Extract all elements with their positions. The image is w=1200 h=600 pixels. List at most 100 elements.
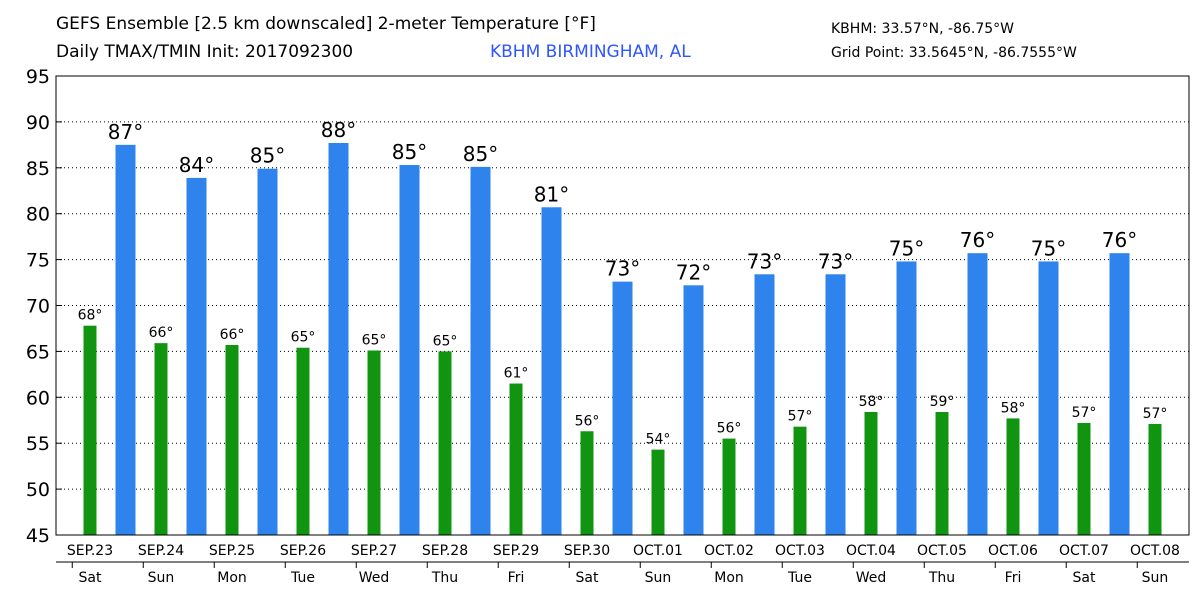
x-weekday-label: Fri — [508, 570, 525, 586]
x-weekday-label: Thu — [431, 570, 458, 586]
tmin-bar — [509, 383, 523, 535]
tmin-bar — [935, 411, 949, 535]
x-date-label: OCT.01 — [633, 543, 683, 559]
x-date-label: OCT.08 — [1130, 543, 1180, 559]
tmin-value-label: 61° — [504, 366, 529, 382]
tmax-bar — [115, 144, 136, 535]
x-weekday-label: Sat — [1073, 570, 1096, 586]
x-date-label: SEP.29 — [493, 543, 539, 559]
tmax-bar — [896, 261, 917, 535]
y-tick-label: 45 — [26, 525, 50, 547]
tmax-bar — [1038, 261, 1059, 535]
tmin-bar — [793, 426, 807, 535]
x-weekday-label: Mon — [217, 570, 247, 586]
tmax-value-label: 85° — [250, 144, 285, 168]
tmax-value-label: 85° — [392, 140, 427, 164]
tmin-value-label: 58° — [1001, 400, 1026, 416]
tmin-bar — [651, 449, 665, 535]
tmax-value-label: 72° — [676, 260, 711, 284]
x-date-label: SEP.23 — [67, 543, 113, 559]
tmin-value-label: 65° — [291, 330, 316, 346]
axis-layer: 45 50 55 60 65 70 75 80 85 90 95 SEP.23 Sat SEP.24 Sun… — [26, 66, 1189, 586]
tmax-bar — [470, 166, 491, 535]
x-date-label: OCT.07 — [1059, 543, 1109, 559]
chart-subtitle: Daily TMAX/TMIN Init: 2017092300 — [56, 42, 354, 62]
tmin-bar — [722, 438, 736, 535]
grid-point-coordinates: Grid Point: 33.5645°N, -86.7555°W — [831, 45, 1077, 61]
tmax-bar — [541, 207, 562, 536]
tmax-value-label: 73° — [605, 257, 640, 281]
tmax-bar — [825, 274, 846, 535]
tmax-value-label: 76° — [1102, 228, 1137, 252]
x-weekday-label: Mon — [714, 570, 744, 586]
tmin-value-label: 54° — [646, 432, 671, 448]
y-tick-label: 80 — [26, 204, 50, 226]
tmin-value-label: 58° — [859, 394, 884, 410]
x-weekday-label: Wed — [359, 570, 390, 586]
x-date-label: SEP.26 — [280, 543, 326, 559]
tmin-bar — [154, 343, 168, 535]
x-date-label: SEP.30 — [564, 543, 610, 559]
x-weekday-label: Sun — [148, 570, 175, 586]
tmin-bar — [83, 325, 97, 535]
x-date-label: OCT.03 — [775, 543, 825, 559]
tmin-value-label: 57° — [1072, 405, 1097, 421]
x-weekday-label: Sat — [576, 570, 599, 586]
x-date-label: OCT.05 — [917, 543, 967, 559]
y-tick-label: 55 — [26, 433, 50, 455]
tmin-value-label: 65° — [433, 333, 458, 349]
tmin-value-label: 56° — [575, 413, 600, 429]
x-date-label: OCT.06 — [988, 543, 1038, 559]
tmax-bar — [754, 274, 775, 535]
tmax-value-label: 87° — [108, 120, 143, 144]
tmax-value-label: 75° — [889, 236, 924, 260]
x-weekday-label: Sat — [79, 570, 102, 586]
x-date-label: SEP.25 — [209, 543, 255, 559]
tmax-value-label: 85° — [463, 142, 498, 166]
tmin-value-label: 56° — [717, 421, 742, 437]
x-weekday-label: Fri — [1005, 570, 1022, 586]
station-name: KBHM BIRMINGHAM, AL — [490, 42, 691, 62]
value-labels-layer: 68° 87° 66° 84° 66° 85° 65° 88° 65° 85° 65° 85° 61° 8… — [78, 118, 1168, 448]
y-tick-label: 90 — [26, 112, 50, 134]
tmin-bar — [1148, 423, 1162, 535]
x-date-label: SEP.28 — [422, 543, 468, 559]
tmax-bar — [399, 165, 420, 535]
tmin-value-label: 66° — [149, 325, 174, 341]
chart-title: GEFS Ensemble [2.5 km downscaled] 2-mete… — [56, 14, 596, 34]
tmax-value-label: 75° — [1031, 236, 1066, 260]
x-date-label: SEP.24 — [138, 543, 184, 559]
tmin-bar — [225, 344, 239, 535]
tmax-bar — [186, 177, 207, 535]
tmin-bar — [367, 350, 381, 535]
tmax-bar — [683, 285, 704, 535]
tmin-value-label: 66° — [220, 327, 245, 343]
tmax-bar — [612, 281, 633, 535]
y-tick-label: 70 — [26, 296, 50, 318]
station-coordinates: KBHM: 33.57°N, -86.75°W — [831, 21, 1014, 37]
x-weekday-label: Sun — [1142, 570, 1169, 586]
y-tick-label: 50 — [26, 479, 50, 501]
tmin-value-label: 65° — [362, 332, 387, 348]
tmax-value-label: 84° — [179, 153, 214, 177]
tmax-bar — [1109, 253, 1130, 535]
tmax-bar — [257, 168, 278, 535]
x-weekday-label: Tue — [787, 570, 812, 586]
y-tick-label: 60 — [26, 387, 50, 409]
x-date-label: SEP.27 — [351, 543, 397, 559]
y-tick-label: 65 — [26, 341, 50, 363]
x-date-label: OCT.04 — [846, 543, 896, 559]
y-tick-label: 75 — [26, 250, 50, 272]
x-weekday-label: Thu — [928, 570, 955, 586]
tmin-bar — [1077, 423, 1091, 535]
tmax-bar — [328, 143, 349, 536]
grid-layer — [56, 121, 1189, 490]
y-tick-label: 95 — [26, 66, 50, 88]
tmin-value-label: 57° — [788, 409, 813, 425]
tmin-value-label: 68° — [78, 308, 103, 324]
tmax-bar — [967, 253, 988, 535]
tmin-bar — [438, 351, 452, 535]
bars-layer — [83, 143, 1162, 536]
tmin-bar — [580, 431, 594, 535]
